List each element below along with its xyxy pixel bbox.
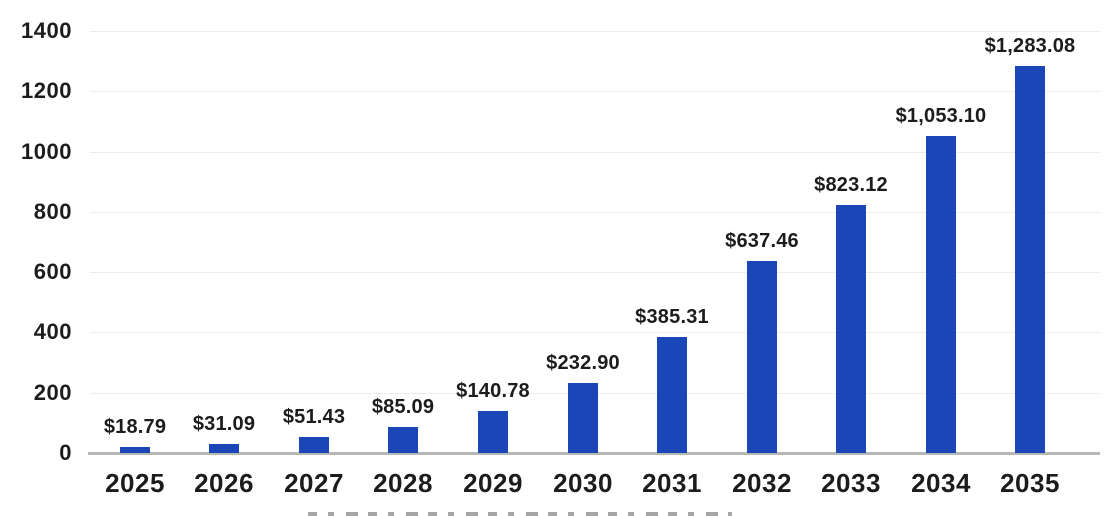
bar-2035 xyxy=(1015,66,1045,453)
x-axis-tick-label: 2025 xyxy=(105,468,165,498)
x-axis-tick-label: 2027 xyxy=(284,468,344,498)
bar-value-label: $85.09 xyxy=(371,396,435,418)
bar-2033 xyxy=(836,205,866,453)
cropped-text-artifact xyxy=(308,512,732,516)
x-axis-tick-label: 2032 xyxy=(732,468,792,498)
x-axis-tick-label: 2034 xyxy=(911,468,971,498)
gridline-400 xyxy=(90,332,1100,333)
x-axis-tick-label: 2028 xyxy=(373,468,433,498)
bar-value-label: $140.78 xyxy=(456,380,530,402)
bar-value-label: $637.46 xyxy=(725,230,799,252)
x-axis-tick-label: 2035 xyxy=(1000,468,1060,498)
x-axis-line xyxy=(88,452,1100,455)
y-axis-tick-label: 1400 xyxy=(21,18,72,43)
bar-2034 xyxy=(926,136,956,453)
bar-value-label: $823.12 xyxy=(814,174,888,196)
bar-2030 xyxy=(568,383,598,453)
x-axis-tick-label: 2033 xyxy=(821,468,881,498)
gridline-600 xyxy=(90,272,1100,273)
bar-2025 xyxy=(120,447,150,453)
y-axis-tick-label: 600 xyxy=(33,259,72,284)
y-axis-tick-label: 800 xyxy=(33,199,72,224)
x-axis-tick-label: 2031 xyxy=(642,468,702,498)
bar-2027 xyxy=(299,437,329,453)
bar-value-label: $1,053.10 xyxy=(895,105,987,127)
bar-value-label: $18.79 xyxy=(103,416,167,438)
y-axis-tick-label: 1200 xyxy=(21,78,72,103)
gridline-1400 xyxy=(90,31,1100,32)
bar-value-label: $1,283.08 xyxy=(984,35,1076,57)
bar-2031 xyxy=(657,337,687,453)
bar-value-label: $31.09 xyxy=(192,413,256,435)
x-axis-tick-label: 2029 xyxy=(463,468,523,498)
x-axis-tick-label: 2026 xyxy=(194,468,254,498)
bar-2032 xyxy=(747,261,777,453)
y-axis-tick-label: 400 xyxy=(33,319,72,344)
y-axis-tick-label: 0 xyxy=(59,440,72,465)
gridline-1000 xyxy=(90,152,1100,153)
bar-2029 xyxy=(478,411,508,453)
gridline-1200 xyxy=(90,91,1100,92)
x-axis-tick-label: 2030 xyxy=(553,468,613,498)
gridline-800 xyxy=(90,212,1100,213)
bar-2028 xyxy=(388,427,418,453)
bar-value-label: $51.43 xyxy=(282,406,346,428)
bar-value-label: $232.90 xyxy=(546,352,620,374)
bar-2026 xyxy=(209,444,239,453)
y-axis-tick-label: 200 xyxy=(33,380,72,405)
y-axis-tick-label: 1000 xyxy=(21,139,72,164)
bar-value-label: $385.31 xyxy=(635,306,709,328)
